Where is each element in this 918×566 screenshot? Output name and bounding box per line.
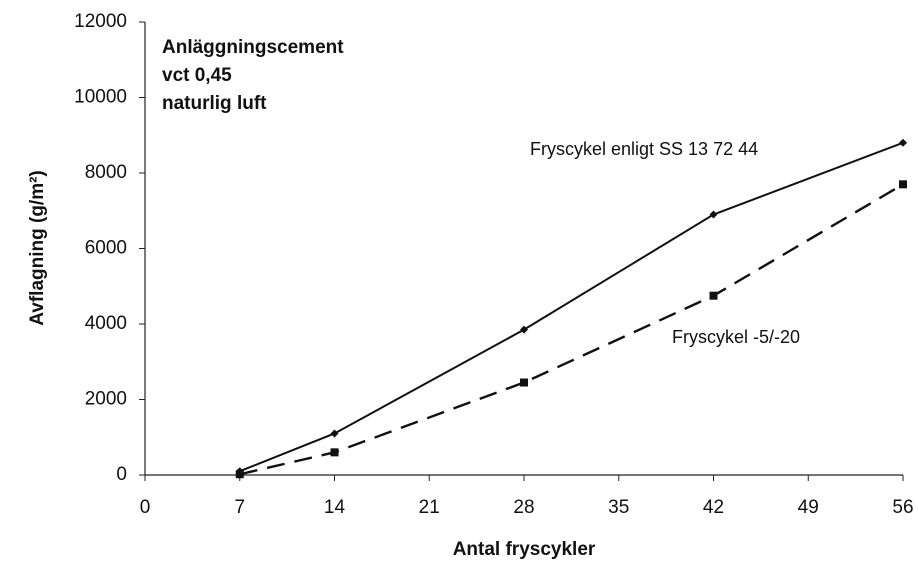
y-tick-label: 4000 xyxy=(85,313,127,334)
y-tick-label: 6000 xyxy=(85,238,127,259)
x-tick-label: 14 xyxy=(324,497,346,518)
annotation: Anläggningscement xyxy=(162,37,344,58)
x-tick-label: 28 xyxy=(513,497,534,518)
x-tick-label: 49 xyxy=(798,497,819,518)
marker xyxy=(330,448,339,457)
annotation: vct 0,45 xyxy=(162,65,232,86)
marker xyxy=(520,378,528,387)
marker xyxy=(899,138,907,147)
y-tick-label: 2000 xyxy=(85,389,127,410)
marker xyxy=(330,429,339,438)
x-tick-label: 7 xyxy=(234,497,245,518)
series-label: Fryscykel -5/-20 xyxy=(672,327,800,347)
marker xyxy=(709,291,718,300)
x-tick-label: 56 xyxy=(892,497,913,518)
series-label: Fryscykel enligt SS 13 72 44 xyxy=(530,139,758,159)
x-tick-label: 0 xyxy=(140,497,151,518)
marker xyxy=(709,210,718,219)
x-tick-label: 42 xyxy=(703,497,724,518)
series-line xyxy=(239,183,904,476)
y-tick-label: 8000 xyxy=(85,162,127,183)
y-axis-label: Avflagning (g/m²) xyxy=(27,170,48,326)
marker xyxy=(235,470,244,479)
y-tick-label: 12000 xyxy=(74,11,127,32)
marker xyxy=(899,180,907,189)
x-tick-label: 35 xyxy=(608,497,629,518)
x-tick-label: 21 xyxy=(419,497,440,518)
y-tick-label: 10000 xyxy=(74,87,127,108)
annotation: naturlig luft xyxy=(162,93,267,114)
series-line xyxy=(239,141,904,473)
x-axis-label: Antal fryscykler xyxy=(453,539,596,560)
y-tick-label: 0 xyxy=(116,464,127,485)
marker xyxy=(520,325,528,334)
